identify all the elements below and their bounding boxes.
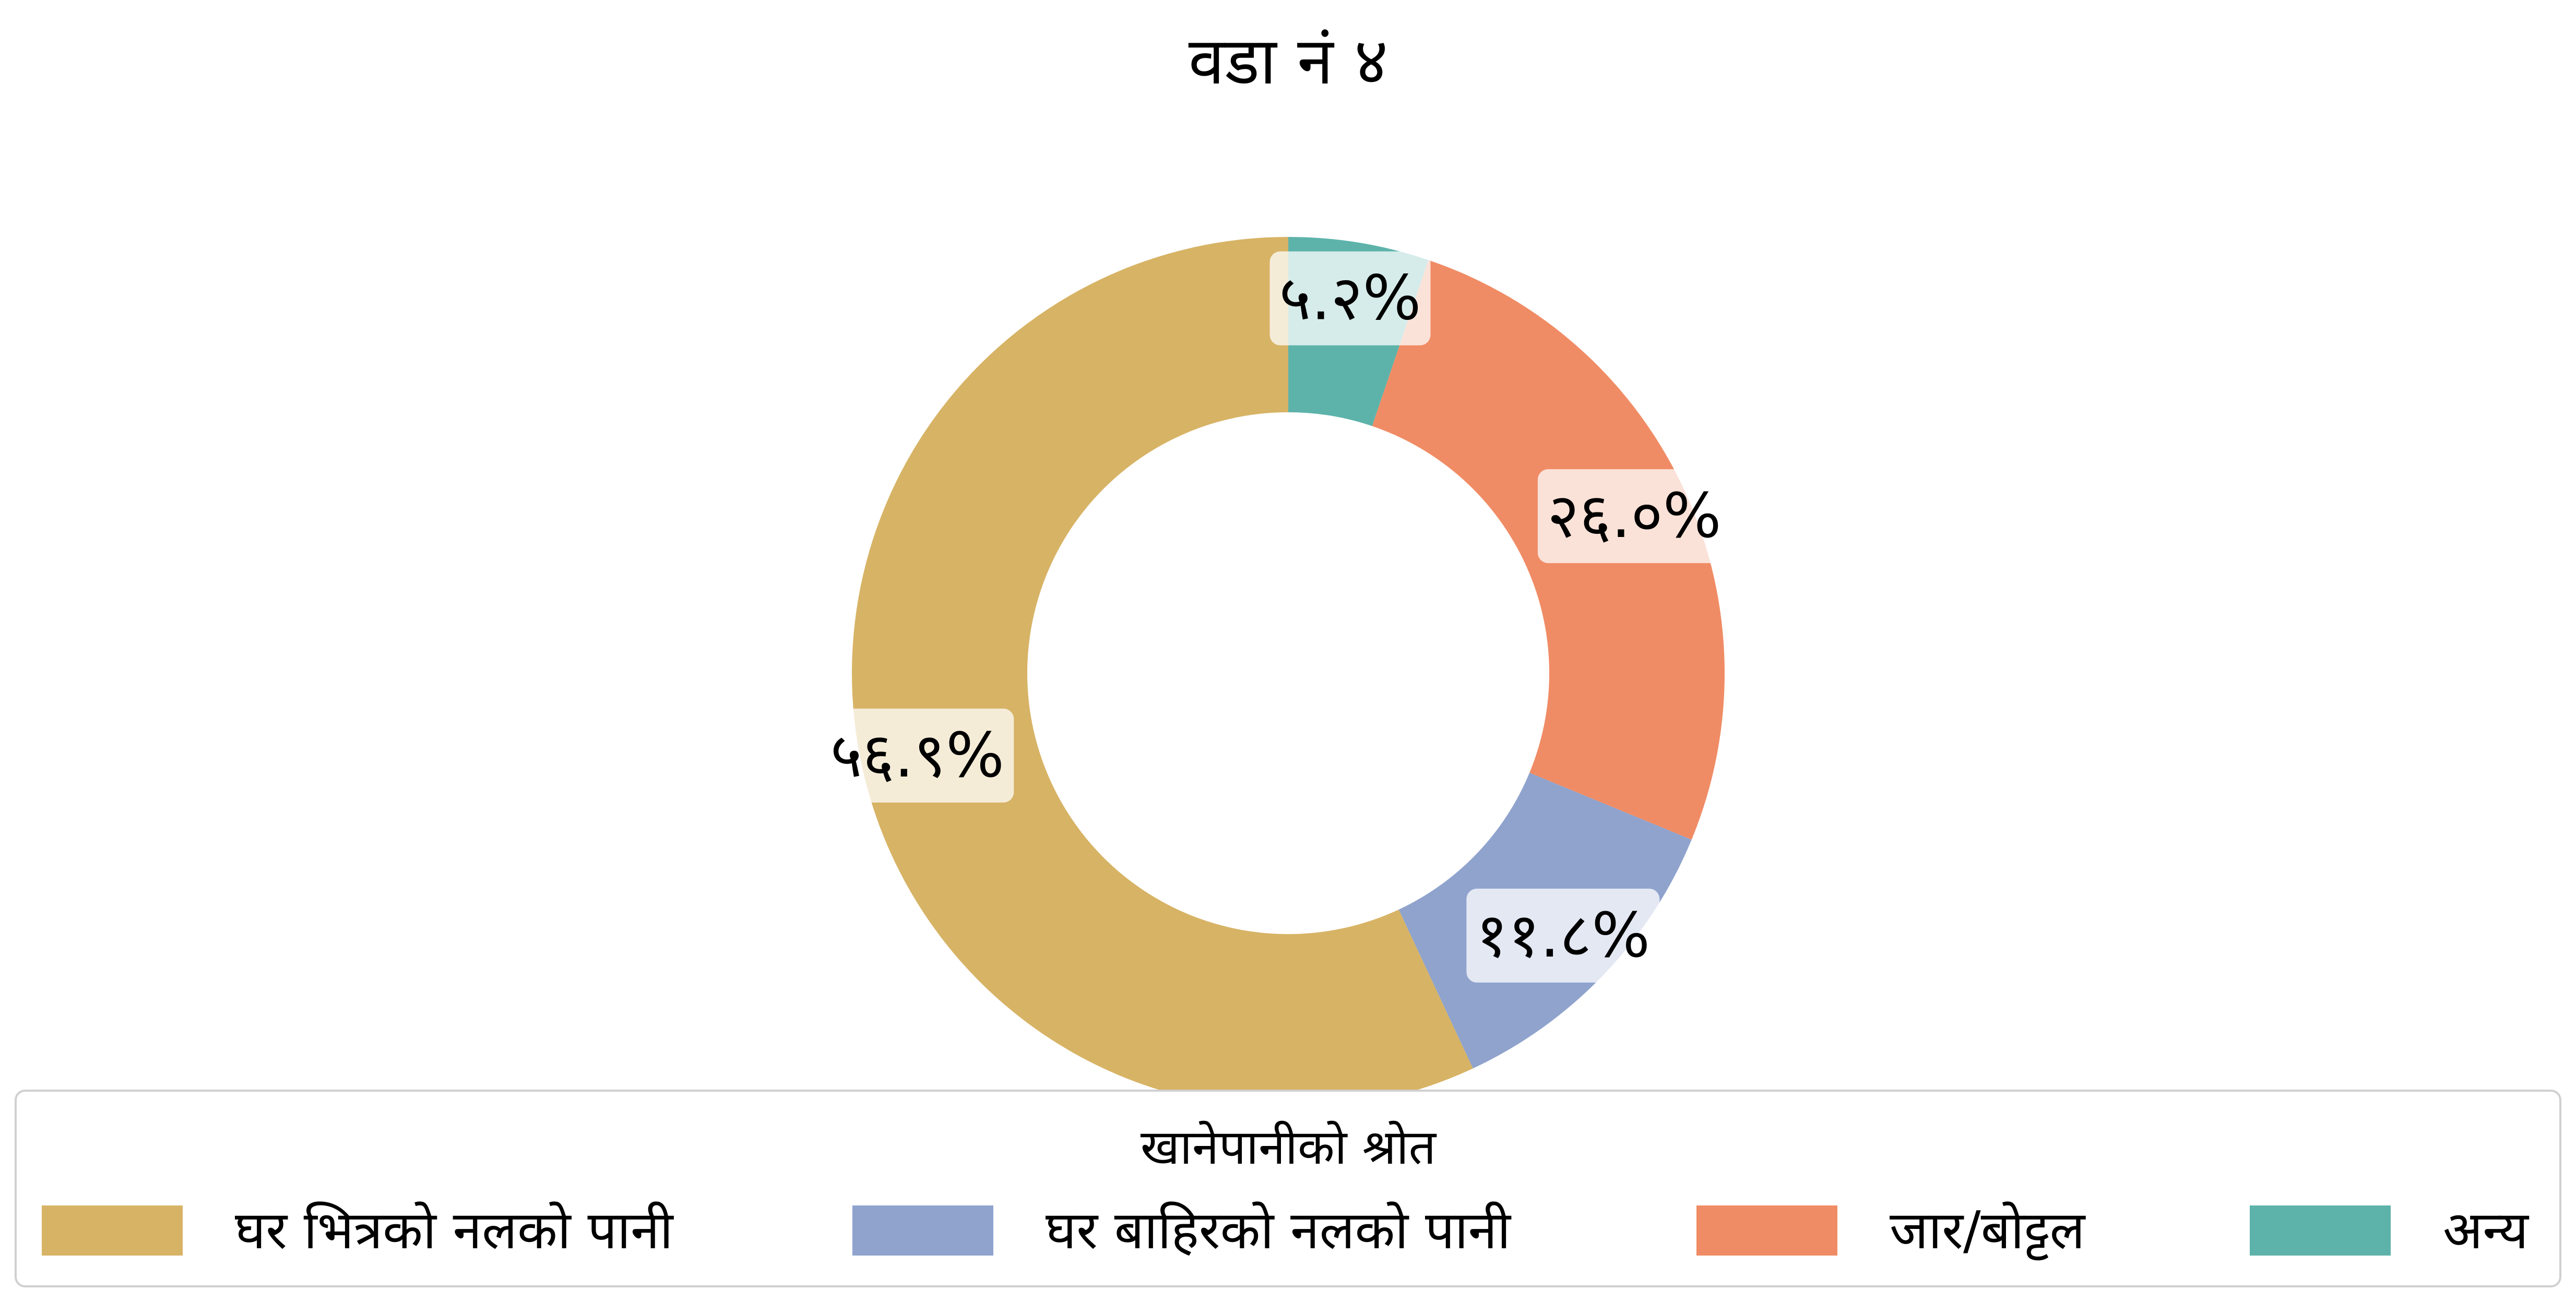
slice-1 [851, 237, 1473, 1110]
legend-item-2: घर बाहिरको नलको पानी [852, 1200, 1512, 1261]
legend-frame [15, 1090, 2561, 1287]
legend-swatch [1696, 1205, 1837, 1256]
slice-1-label: ५६.९% [821, 708, 1014, 803]
slice-3-label-text: २६.०% [1547, 480, 1722, 552]
legend-swatch [852, 1205, 993, 1256]
slice-2-label-box [1466, 888, 1660, 983]
legend-label: अन्य [2443, 1200, 2530, 1261]
legend-swatch [42, 1205, 183, 1256]
legend-label: जार/बोट्टल [1890, 1200, 2086, 1261]
legend-item-3: जार/बोट्टल [1696, 1200, 2086, 1261]
slice-4-label: ५.२% [1269, 251, 1431, 345]
chart-title: वडा नं ४ [1189, 23, 1388, 99]
legend-label: घर भित्रको नलको पानी [235, 1200, 674, 1261]
legend: खानेपानीको श्रोत घर भित्रको नलको पानी घर … [15, 1090, 2561, 1287]
legend-swatch [2250, 1205, 2391, 1256]
slice-3-label: २६.०% [1537, 469, 1731, 564]
legend-item-4: अन्य [2250, 1200, 2530, 1261]
slice-1-label-text: ५६.९% [830, 719, 1004, 791]
slice-labels: ५६.९% ११.८% २६.०% ५.२% [821, 251, 1731, 983]
slice-4-label-text: ५.२% [1279, 262, 1421, 334]
slice-3-label-box [1537, 469, 1731, 564]
legend-item-1: घर भित्रको नलको पानी [42, 1200, 674, 1261]
slice-2-label-text: ११.८% [1476, 899, 1651, 971]
slice-2-label: ११.८% [1466, 888, 1660, 983]
slice-1-label-box [821, 708, 1014, 803]
legend-title: खानेपानीको श्रोत [1141, 1119, 1437, 1175]
legend-label: घर बाहिरको नलको पानी [1046, 1200, 1512, 1261]
legend-items: घर भित्रको नलको पानी घर बाहिरको नलको पानी… [42, 1200, 2530, 1261]
slice-4-label-box [1269, 251, 1431, 345]
